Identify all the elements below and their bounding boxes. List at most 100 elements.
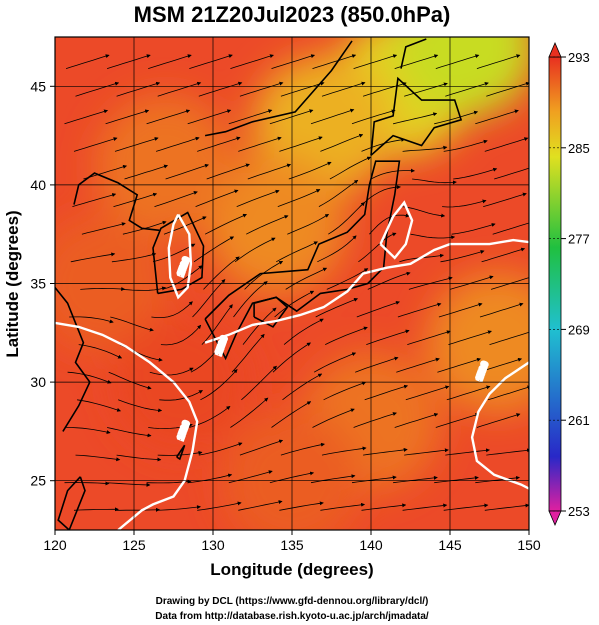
x-tick-label: 130 bbox=[201, 537, 225, 553]
streamline bbox=[108, 371, 152, 390]
streamline bbox=[434, 475, 479, 484]
streamline bbox=[73, 137, 118, 152]
streamline bbox=[481, 247, 526, 263]
credit-drawing: Drawing by DCL (https://www.gfd-dennou.o… bbox=[156, 596, 429, 607]
streamline bbox=[151, 301, 193, 318]
streamline bbox=[81, 222, 126, 235]
streamline bbox=[64, 481, 110, 486]
streamline bbox=[193, 236, 235, 263]
streamline bbox=[160, 324, 202, 346]
coastline bbox=[73, 172, 160, 232]
y-tick-label: 45 bbox=[30, 78, 46, 94]
streamline bbox=[486, 448, 529, 456]
streamline bbox=[475, 109, 519, 125]
colorbar-gradient bbox=[548, 56, 562, 512]
streamline bbox=[312, 54, 357, 69]
streamline bbox=[312, 408, 355, 428]
streamline bbox=[484, 137, 529, 152]
streamline bbox=[478, 357, 523, 373]
coastline bbox=[55, 286, 91, 432]
streamline bbox=[238, 500, 283, 511]
colorbar-tick-label: 261 bbox=[568, 413, 590, 428]
streamline bbox=[146, 109, 191, 125]
streamline bbox=[435, 413, 480, 428]
streamline bbox=[189, 54, 233, 69]
streamline bbox=[402, 145, 448, 152]
streamline bbox=[328, 202, 365, 235]
contour-line bbox=[470, 361, 529, 490]
streamline bbox=[200, 369, 238, 401]
streamline bbox=[404, 82, 448, 97]
streamline bbox=[162, 265, 203, 290]
streamline bbox=[448, 330, 492, 345]
streamline bbox=[246, 215, 289, 235]
streamline bbox=[116, 454, 162, 462]
streamline bbox=[271, 54, 316, 69]
x-tick-label: 145 bbox=[438, 537, 462, 553]
contour-line bbox=[167, 213, 193, 300]
streamline bbox=[475, 475, 520, 484]
streamline bbox=[201, 304, 233, 345]
streamline bbox=[402, 503, 448, 511]
streamline bbox=[157, 81, 202, 97]
streamline bbox=[280, 81, 325, 97]
streamline bbox=[329, 156, 372, 180]
streamline bbox=[369, 213, 410, 235]
streamline bbox=[321, 81, 366, 97]
streamline bbox=[198, 442, 243, 456]
streamline bbox=[283, 318, 324, 345]
streamline bbox=[315, 298, 359, 318]
streamline bbox=[317, 235, 357, 263]
streamline bbox=[230, 397, 269, 428]
streamline bbox=[280, 442, 325, 456]
streamline bbox=[445, 448, 490, 456]
contour-line bbox=[379, 200, 414, 260]
coastline bbox=[370, 76, 463, 156]
streamline bbox=[149, 367, 194, 376]
streamline bbox=[236, 189, 280, 207]
credit-data: Data from http://database.rish.kyoto-u.a… bbox=[155, 611, 429, 622]
streamline bbox=[313, 352, 357, 373]
streamline bbox=[353, 412, 397, 428]
streamline bbox=[206, 163, 250, 180]
colorbar: 253 261 269 277 285 293 bbox=[548, 41, 590, 527]
streamline bbox=[277, 189, 321, 207]
coastlines bbox=[55, 38, 463, 530]
streamline bbox=[106, 54, 151, 69]
streamline bbox=[152, 243, 196, 263]
streamline bbox=[325, 326, 368, 345]
streamline bbox=[407, 330, 451, 345]
streamline bbox=[353, 54, 398, 69]
colorbar-tick-label: 285 bbox=[568, 141, 590, 156]
colorbar-bottom-arrow bbox=[548, 510, 562, 527]
coastline bbox=[176, 444, 186, 461]
streamline bbox=[195, 189, 239, 207]
streamline bbox=[320, 502, 366, 511]
x-tick-label: 120 bbox=[43, 537, 67, 553]
streamline bbox=[489, 330, 529, 345]
streamline bbox=[155, 136, 200, 152]
contour-line bbox=[204, 238, 529, 344]
streamline bbox=[148, 423, 193, 430]
streamline bbox=[73, 507, 119, 512]
streamline bbox=[274, 290, 315, 318]
coastline bbox=[204, 40, 353, 137]
streamline bbox=[397, 302, 442, 318]
streamline bbox=[242, 307, 277, 345]
streamline bbox=[66, 427, 111, 434]
streamline bbox=[70, 252, 116, 263]
y-axis-ticks: 25 30 35 40 45 bbox=[30, 78, 55, 489]
streamline bbox=[187, 473, 233, 484]
x-axis-label: Longitude (degrees) bbox=[210, 560, 373, 579]
streamline bbox=[118, 399, 163, 413]
streamline bbox=[197, 136, 241, 152]
streamline bbox=[484, 503, 529, 511]
streamline bbox=[187, 109, 232, 125]
streamline bbox=[438, 302, 483, 318]
streamline bbox=[234, 237, 276, 263]
streamline bbox=[362, 82, 407, 97]
streamline bbox=[271, 401, 312, 428]
colorbar-ticks: 253 261 269 277 285 293 bbox=[549, 50, 590, 519]
streamline bbox=[479, 302, 524, 318]
